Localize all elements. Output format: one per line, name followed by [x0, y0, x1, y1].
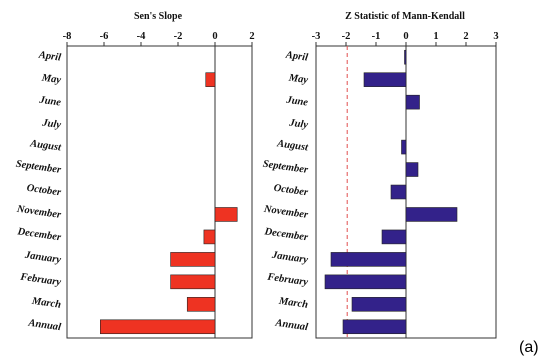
mann-kendall-title: Z Statistic of Mann-Kendall — [345, 11, 465, 22]
mann-kendall-category-label: April — [284, 50, 309, 64]
sens-slope-category-label: March — [30, 296, 62, 311]
mann-kendall-category-label: February — [266, 272, 309, 289]
sens-slope-bar-march — [186, 297, 216, 312]
mann-kendall-x-tick-label: -3 — [312, 31, 321, 42]
mann-kendall-category-label: January — [270, 250, 309, 266]
sens-slope-bar-december — [203, 229, 216, 245]
mann-kendall-category-label: November — [262, 204, 309, 221]
panel-label: (a) — [519, 339, 539, 356]
sens-slope-category-label: October — [26, 183, 63, 199]
mann-kendall-bar-september — [405, 162, 419, 177]
sens-slope-x-tick-label: -4 — [137, 31, 146, 42]
sens-slope-x-tick-label: 2 — [249, 31, 254, 42]
mann-kendall-category-label: Annual — [274, 318, 309, 334]
mann-kendall-category-label: March — [277, 296, 309, 311]
sens-slope-panel: Sen's Slope -8 -6 -4 -2 0 2 April May June July Au… — [15, 11, 255, 339]
mann-kendall-x-tick-label: -1 — [372, 31, 381, 42]
mann-kendall-category-label: August — [275, 138, 309, 153]
mann-kendall-x-tick-label: 3 — [493, 31, 498, 42]
mann-kendall-bar-annual — [342, 319, 407, 335]
sens-slope-bar-january — [170, 252, 216, 267]
mann-kendall-category-label: May — [287, 72, 309, 86]
mann-kendall-category-label: October — [273, 183, 310, 199]
sens-slope-x-tick-label: 0 — [212, 31, 217, 42]
mann-kendall-x-tick-label: -2 — [342, 31, 351, 42]
mann-kendall-category-label: September — [262, 159, 309, 176]
sens-slope-category-label: May — [40, 72, 62, 86]
sens-slope-category-label: August — [28, 138, 62, 153]
sens-slope-category-label: February — [19, 272, 62, 289]
mann-kendall-category-label: December — [263, 226, 310, 243]
mann-kendall-category-label: July — [288, 117, 309, 131]
mann-kendall-bar-march — [351, 297, 407, 312]
sens-slope-plot-frame — [66, 45, 253, 339]
sens-slope-category-label: April — [37, 50, 62, 64]
sens-slope-title: Sen's Slope — [134, 11, 183, 22]
mann-kendall-x-tick-label: 0 — [403, 31, 408, 42]
sens-slope-x-tick-label: -6 — [100, 31, 109, 42]
mann-kendall-bar-november — [405, 207, 458, 222]
mann-kendall-bar-december — [381, 229, 407, 245]
mann-kendall-category-label: June — [285, 95, 309, 109]
mann-kendall-bar-january — [330, 252, 407, 267]
sens-slope-bar-may — [205, 72, 216, 87]
sens-slope-category-label: June — [38, 95, 62, 109]
mann-kendall-bar-october — [390, 184, 407, 200]
sens-slope-x-tick-label: -2 — [174, 31, 183, 42]
mann-kendall-panel: Z Statistic of Mann-Kendall -3 -2 -1 0 1 2 3 Ap… — [262, 11, 499, 339]
mann-kendall-x-tick-label: 2 — [463, 31, 468, 42]
mann-kendall-bar-february — [324, 274, 407, 290]
sens-slope-category-label: Annual — [27, 318, 62, 334]
sens-slope-category-label: November — [15, 204, 62, 221]
mann-kendall-bar-may — [363, 72, 407, 87]
sens-slope-category-label: September — [15, 159, 62, 176]
sens-slope-bar-november — [214, 207, 238, 222]
mann-kendall-bar-august — [401, 139, 407, 155]
sens-slope-bar-annual — [100, 319, 216, 335]
mann-kendall-x-tick-label: 1 — [433, 31, 438, 42]
sens-slope-category-label: December — [16, 226, 63, 243]
mann-kendall-bar-april — [404, 49, 407, 65]
mann-kendall-bar-june — [405, 94, 420, 110]
sens-slope-category-label: July — [41, 117, 62, 131]
sens-slope-category-label: January — [23, 250, 62, 266]
sens-slope-x-tick-label: -8 — [63, 31, 72, 42]
sens-slope-bar-february — [170, 274, 216, 290]
